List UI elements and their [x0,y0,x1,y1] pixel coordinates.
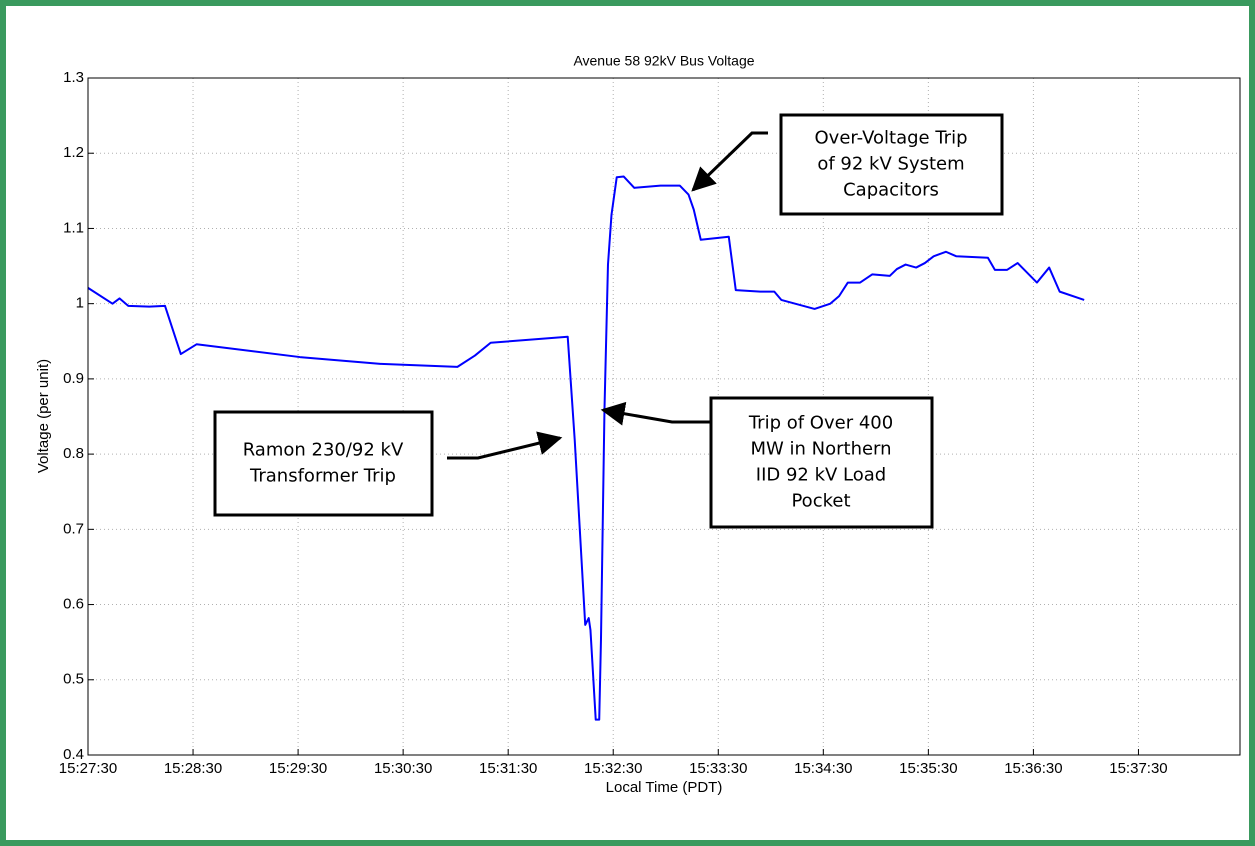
y-axis-label: Voltage (per unit) [35,359,52,473]
axes-box [87,77,1241,756]
x-tick-label: 15:31:30 [479,760,537,777]
y-tick-label: 1.2 [63,144,84,161]
x-tick-label: 15:35:30 [899,760,957,777]
arrow [691,131,768,192]
annotation-text: Transformer Trip [249,466,396,487]
y-tick-label: 0.8 [63,445,84,462]
x-tick-label: 15:27:30 [59,760,117,777]
annotation-box [213,410,434,517]
y-tick-label: 0.4 [63,746,84,763]
x-tick-label: 15:37:30 [1109,760,1167,777]
x-tick-label: 15:32:30 [584,760,642,777]
y-tick-label: 1.3 [63,69,84,86]
annotation-text: of 92 kV System [817,154,964,175]
annotation-text: Capacitors [843,180,939,201]
x-tick-label: 15:28:30 [164,760,222,777]
x-axis-label: Local Time (PDT) [606,779,723,796]
annotation-text: Pocket [791,491,850,512]
arrow [447,431,563,460]
annotation-text: MW in Northern [750,439,891,460]
y-tick-label: 0.7 [63,520,84,537]
y-tick-label: 0.5 [63,671,84,688]
data-line [87,175,1085,721]
x-tick-label: 15:30:30 [374,760,432,777]
x-tick-label: 15:33:30 [689,760,747,777]
annotation-text: Ramon 230/92 kV [243,440,404,461]
chart-title: Avenue 58 92kV Bus Voltage [573,53,754,69]
y-tick-label: 1.1 [63,219,84,236]
annotation-text: Trip of Over 400 [748,413,893,434]
annotation-text: IID 92 kV Load [756,465,886,486]
y-tick-label: 0.6 [63,596,84,613]
y-tick-label: 1 [76,295,84,312]
annotations: Over-Voltage Trip of 92 kV System Capacito… [213,113,1004,529]
x-tick-label: 15:36:30 [1004,760,1062,777]
series [87,175,1085,721]
annotation-text: Over-Voltage Trip [815,128,968,149]
annotation-box [779,113,1004,216]
x-tick-label: 15:29:30 [269,760,327,777]
y-tick-label: 0.9 [63,370,84,387]
arrow [600,401,711,426]
x-tick-label: 15:34:30 [794,760,852,777]
annotation-box [709,396,934,529]
